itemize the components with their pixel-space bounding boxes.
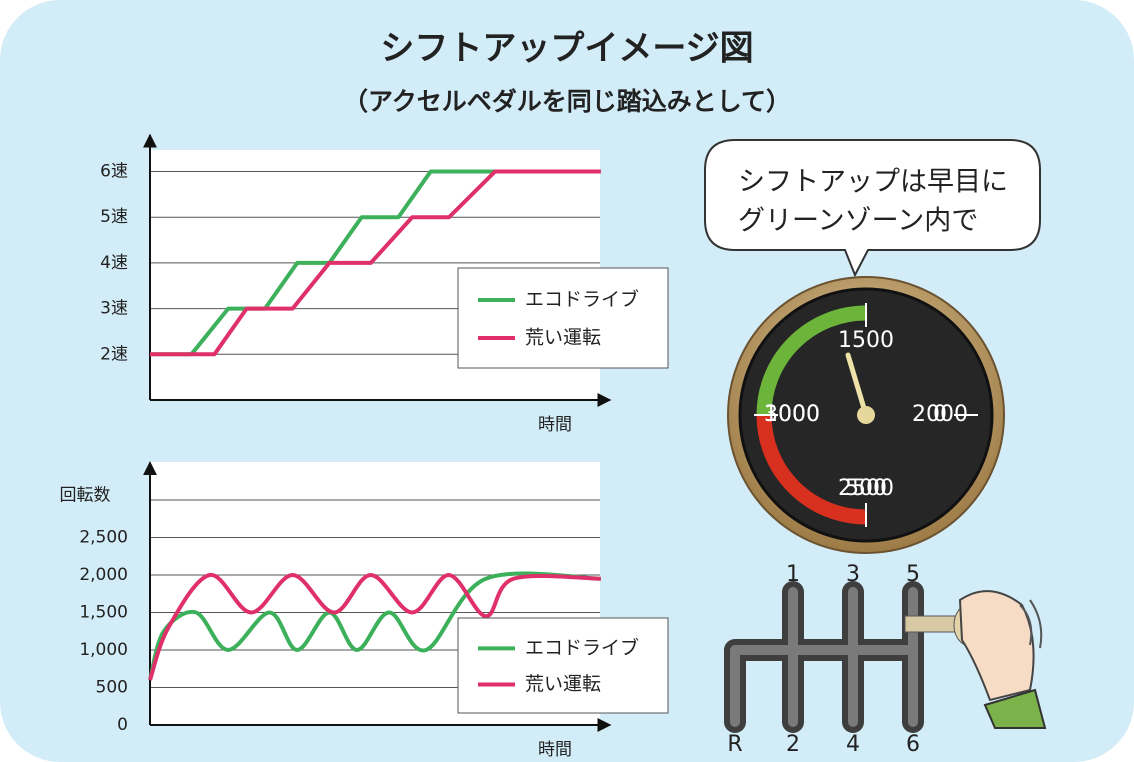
- series-line: [148, 573, 601, 681]
- shifter: [724, 581, 1047, 733]
- gear-label: 6: [906, 732, 920, 757]
- gauge-label: 3000: [764, 402, 820, 427]
- gear-label: 3: [846, 562, 860, 587]
- gear-label: 2: [786, 732, 800, 757]
- y-tick-label: 4速: [100, 253, 128, 273]
- speech-bubble: シフトアップは早目に グリーンゾーン内で: [704, 139, 1041, 278]
- y-tick-label: 2速: [100, 344, 128, 364]
- gauge-label: 500: [845, 476, 887, 501]
- y-axis-label: 回転数: [60, 486, 111, 506]
- series-line: [150, 169, 601, 357]
- y-tick-label: 6速: [100, 162, 128, 182]
- y-tick-label: 1,500: [79, 603, 128, 623]
- gauge-label: 1500: [838, 328, 894, 353]
- x-axis-label: 時間: [538, 740, 572, 760]
- series-line: [150, 169, 601, 357]
- y-tick-label: 3速: [100, 299, 128, 319]
- y-tick-label: 2,500: [79, 528, 128, 548]
- legend-box: [457, 617, 669, 714]
- legend-box: [457, 267, 669, 369]
- bubble-line: シフトアップは早目に: [738, 167, 1008, 198]
- gear-label: 1: [786, 562, 800, 587]
- series-line: [148, 571, 601, 681]
- legend-label: 荒い運転: [525, 673, 601, 695]
- gauge-needle: [845, 352, 869, 418]
- y-tick-label: 0: [117, 715, 128, 735]
- gauge-label: 2500: [838, 476, 894, 501]
- x-axis-label: 時間: [538, 415, 572, 435]
- legend-label: エコドライブ: [525, 636, 639, 659]
- gauge-label: 0: [933, 402, 947, 427]
- red-zone: [756, 414, 867, 525]
- green-zone: [756, 305, 867, 416]
- title: シフトアップイメージ図: [380, 29, 753, 69]
- gear-label: 5: [906, 562, 920, 587]
- gauge-label: 2000: [912, 402, 968, 427]
- y-tick-label: 5速: [100, 207, 128, 227]
- legend-label: エコドライブ: [525, 288, 639, 311]
- y-tick-label: 2,000: [79, 565, 128, 585]
- subtitle: （アクセルペダルを同じ踏込みとして）: [343, 87, 791, 116]
- y-tick-label: 500: [96, 678, 128, 698]
- y-tick-label: 1,000: [79, 640, 128, 660]
- gauge-hub: [857, 406, 875, 424]
- gear-label: 4: [846, 732, 860, 757]
- legend-label: 荒い運転: [525, 327, 601, 349]
- bubble-line: グリーンゾーン内で: [738, 206, 978, 237]
- gear-label: R: [727, 732, 742, 757]
